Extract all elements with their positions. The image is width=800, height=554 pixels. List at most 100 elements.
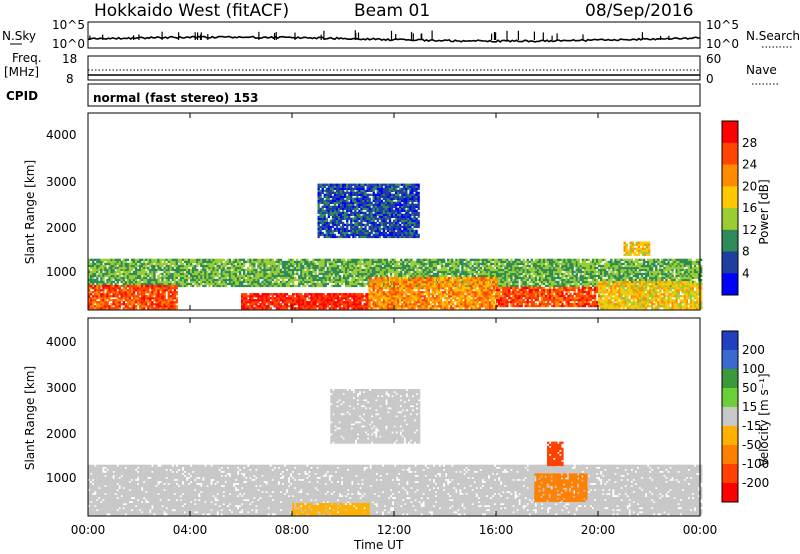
heatmap-cell — [481, 260, 484, 264]
heatmap-cell — [628, 262, 631, 266]
heatmap-cell — [536, 270, 540, 274]
heatmap-cell — [281, 284, 285, 288]
heatmap-cell — [298, 301, 301, 304]
heatmap-cell — [530, 260, 533, 264]
heatmap-cell — [261, 274, 264, 278]
heatmap-cell — [589, 262, 593, 266]
heatmap-cell — [649, 264, 652, 268]
heatmap-cell — [685, 270, 688, 274]
heatmap-cell — [222, 280, 225, 284]
heatmap-cell — [275, 297, 278, 300]
heatmap-cell — [642, 272, 646, 276]
heatmap-cell — [657, 278, 660, 282]
heatmap-cell — [114, 285, 117, 288]
heatmap-cell — [88, 264, 91, 268]
heatmap-cell — [269, 280, 272, 284]
heatmap-cell — [494, 270, 497, 274]
heatmap-cell — [424, 262, 427, 266]
heatmap-cell — [638, 270, 642, 274]
heatmap-cell — [504, 276, 507, 280]
heatmap-cell — [206, 278, 209, 282]
heatmap-cell — [608, 266, 611, 270]
heatmap-cell — [163, 274, 166, 278]
heatmap-cell — [610, 272, 613, 276]
heatmap-cell — [94, 270, 97, 274]
heatmap-cell — [96, 276, 99, 280]
heatmap-cell — [393, 299, 396, 302]
heatmap-cell — [249, 278, 252, 282]
heatmap-cell — [651, 278, 654, 282]
heatmap-cell — [551, 272, 554, 276]
heatmap-cell — [547, 272, 550, 276]
heatmap-cell — [104, 262, 107, 266]
heatmap-cell — [579, 270, 582, 274]
heatmap-cell — [257, 270, 260, 274]
heatmap-cell — [130, 301, 134, 304]
heatmap-cell — [118, 260, 121, 264]
heatmap-cell — [183, 276, 187, 280]
heatmap-cell — [118, 266, 121, 270]
heatmap-cell — [253, 266, 256, 270]
heatmap-cell — [407, 285, 410, 288]
heatmap-cell — [145, 297, 148, 300]
heatmap-cell — [251, 307, 254, 310]
heatmap-cell — [647, 268, 650, 272]
heatmap-cell — [655, 270, 658, 274]
heatmap-cell — [285, 284, 289, 288]
heatmap-cell — [316, 295, 319, 298]
heatmap-cell — [494, 264, 497, 268]
heatmap-cell — [372, 287, 375, 290]
heatmap-cell — [353, 307, 356, 310]
heatmap-cell — [122, 274, 125, 278]
heatmap-cell — [92, 291, 95, 294]
heatmap-cell — [90, 282, 93, 286]
heatmap-cell — [387, 266, 391, 270]
heatmap-cell — [514, 266, 517, 270]
heatmap-cell — [106, 274, 109, 278]
heatmap-cell — [234, 264, 238, 268]
heatmap-cell — [538, 274, 542, 278]
heatmap-cell — [283, 284, 287, 288]
heatmap-cell — [489, 264, 493, 268]
heatmap-cell — [471, 274, 474, 278]
heatmap-cell — [534, 282, 538, 286]
heatmap-cell — [324, 282, 327, 286]
heatmap-cell — [401, 287, 404, 290]
heatmap-cell — [232, 266, 236, 270]
heatmap-cell — [549, 272, 552, 276]
heatmap-cell — [287, 280, 291, 284]
heatmap-cell — [271, 295, 274, 298]
heatmap-cell — [167, 289, 170, 292]
heatmap-cell — [249, 276, 252, 280]
heatmap-cell — [141, 297, 144, 300]
heatmap-cell — [614, 266, 617, 270]
heatmap-cell — [271, 266, 274, 270]
heatmap-cell — [575, 278, 578, 282]
heatmap-cell — [320, 280, 323, 284]
heatmap-cell — [134, 266, 138, 270]
heatmap-cell — [228, 258, 232, 261]
heatmap-cell — [345, 260, 348, 264]
heatmap-cell — [143, 270, 146, 274]
heatmap-cell — [384, 293, 388, 296]
heatmap-cell — [632, 262, 635, 266]
heatmap-cell — [416, 260, 419, 264]
heatmap-cell — [326, 299, 329, 302]
heatmap-cell — [153, 307, 156, 310]
heatmap-cell — [334, 305, 338, 308]
heatmap-cell — [326, 266, 329, 270]
heatmap-cell — [510, 260, 513, 264]
heatmap-cell — [316, 284, 319, 288]
heatmap-cell — [338, 284, 342, 288]
heatmap-cell — [600, 268, 603, 272]
heatmap-cell — [316, 276, 319, 280]
heatmap-cell — [408, 260, 411, 264]
heatmap-cell — [179, 278, 183, 282]
heatmap-cell — [657, 268, 660, 272]
heatmap-cell — [383, 272, 387, 276]
heatmap-cell — [673, 282, 676, 286]
heatmap-cell — [251, 264, 254, 268]
heatmap-cell — [457, 266, 460, 270]
heatmap-cell — [398, 266, 401, 270]
heatmap-cell — [332, 297, 336, 300]
